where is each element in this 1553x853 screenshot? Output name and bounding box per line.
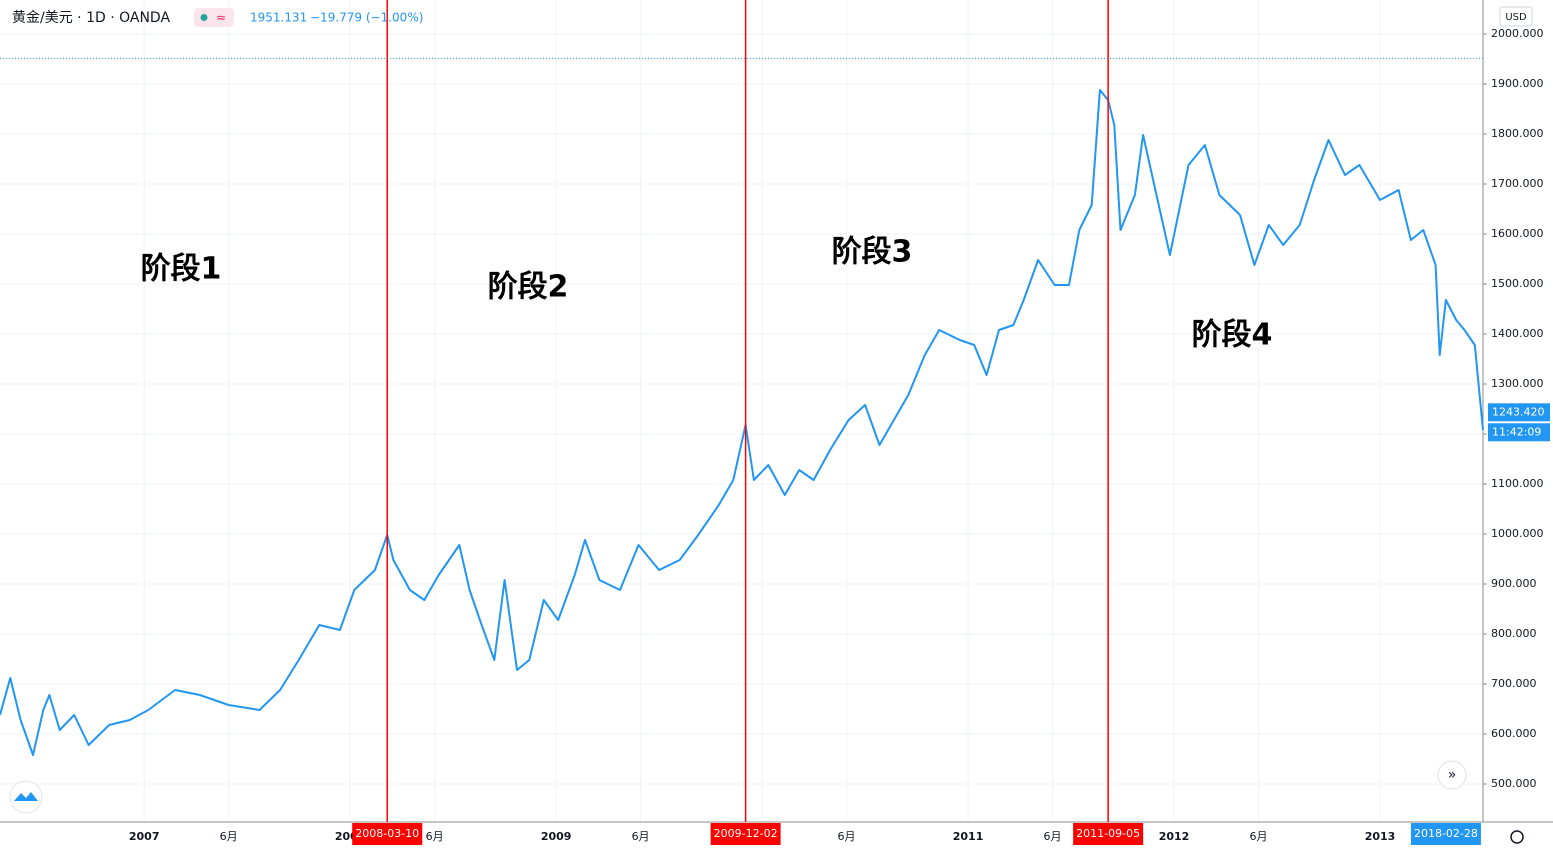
y-tick-label: 1000.000 [1491, 527, 1544, 540]
y-tick-label: 1600.000 [1491, 227, 1544, 240]
crosshair-box [1410, 823, 1481, 845]
marker-label: 2011-09-05 [1076, 827, 1140, 840]
price-line [0, 89, 1484, 756]
y-tick-label: 500.000 [1491, 777, 1537, 790]
x-tick-label: 6月 [838, 830, 856, 843]
y-tick-label: 1500.000 [1491, 277, 1544, 290]
y-tick-label: 1700.000 [1491, 177, 1544, 190]
x-tick-label: 6月 [1044, 830, 1062, 843]
status-dot [200, 14, 208, 21]
y-tick-label: 1300.000 [1491, 377, 1544, 390]
y-tick-label: 900.000 [1491, 577, 1537, 590]
y-tick-label: 600.000 [1491, 727, 1537, 740]
scroll-button[interactable] [1437, 760, 1467, 790]
currency-box[interactable] [1499, 6, 1533, 27]
x-tick-label: 2007 [129, 830, 160, 843]
logo-icon [14, 792, 38, 801]
x-tick-label: 6月 [220, 830, 238, 843]
x-tick-label: 2009 [541, 830, 572, 843]
y-tick-label: 2000.000 [1491, 27, 1544, 40]
marker-label-box [710, 823, 781, 845]
scroll-icon: » [1448, 767, 1457, 783]
chart-title: 黄金/美元 · 1D · OANDA [12, 9, 170, 26]
x-tick-label: 2011 [953, 830, 984, 843]
marker-label-box [1073, 823, 1144, 845]
x-tick-label: 2012 [1159, 830, 1190, 843]
marker-label: 2009-12-02 [714, 827, 778, 840]
y-tick-label: 1900.000 [1491, 77, 1544, 90]
status-badge[interactable] [194, 8, 234, 27]
logo[interactable] [9, 780, 43, 814]
price-change: −19.779 (−1.00%) [310, 11, 423, 25]
x-tick-label: 6月 [1249, 830, 1267, 843]
grid [0, 0, 1483, 822]
x-tick-label: 6月 [426, 830, 444, 843]
price-label: 1243.420 [1492, 405, 1545, 418]
last-price: 1951.131 [250, 11, 307, 25]
settings-icon[interactable] [1510, 830, 1524, 844]
price-label-box [1488, 403, 1550, 422]
marker-label: 2008-03-10 [355, 827, 419, 840]
crosshair-label: 2018-02-28 [1414, 827, 1478, 840]
y-tick-label: 800.000 [1491, 627, 1537, 640]
x-tick-label: 6月 [632, 830, 650, 843]
stage-label: 阶段2 [488, 270, 569, 305]
y-tick-label: 1800.000 [1491, 127, 1544, 140]
stage-label: 阶段1 [141, 252, 222, 287]
countdown: 11:42:09 [1492, 425, 1541, 438]
y-tick-label: 700.000 [1491, 677, 1537, 690]
currency: USD [1505, 12, 1527, 23]
y-tick-label: 1100.000 [1491, 477, 1544, 490]
stage-label: 阶段4 [1192, 318, 1273, 353]
x-tick-label: 2013 [1365, 830, 1396, 843]
stage-label: 阶段3 [832, 235, 913, 270]
marker-label-box [352, 823, 423, 845]
status-icon: ≈ [216, 11, 226, 25]
y-tick-label: 1400.000 [1491, 327, 1544, 340]
countdown-box [1488, 423, 1550, 442]
